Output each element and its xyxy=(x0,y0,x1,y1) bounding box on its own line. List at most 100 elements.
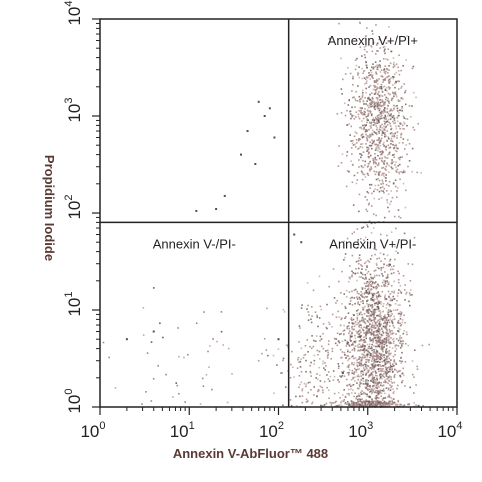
scatter-point xyxy=(349,72,352,75)
scatter-point xyxy=(388,404,391,407)
scatter-point xyxy=(382,388,385,390)
scatter-point xyxy=(358,375,360,378)
x-tick-label: 104 xyxy=(437,420,462,441)
scatter-point xyxy=(391,299,394,302)
scatter-point xyxy=(377,326,380,329)
scatter-point xyxy=(332,379,335,381)
scatter-point xyxy=(389,368,391,371)
scatter-point xyxy=(411,360,414,362)
scatter-point xyxy=(282,404,284,407)
scatter-point xyxy=(399,335,401,337)
scatter-point xyxy=(318,366,320,369)
scatter-point xyxy=(379,367,382,370)
scatter-point xyxy=(399,123,402,125)
scatter-point xyxy=(316,314,318,317)
scatter-point xyxy=(352,401,355,403)
scatter-point xyxy=(374,355,377,358)
scatter-point xyxy=(348,291,351,293)
scatter-point xyxy=(301,304,303,306)
scatter-point xyxy=(378,38,381,41)
scatter-point xyxy=(393,265,395,267)
quadrant-label-lower-left: Annexin V-/PI- xyxy=(153,236,236,251)
scatter-point xyxy=(366,382,369,385)
scatter-point xyxy=(373,358,376,361)
scatter-point xyxy=(379,87,382,90)
y-axis-title: Propidium Iodide xyxy=(42,155,57,261)
scatter-point xyxy=(362,404,365,407)
scatter-point xyxy=(373,378,375,381)
scatter-point xyxy=(380,87,383,90)
scatter-point xyxy=(384,282,387,284)
scatter-point xyxy=(369,160,371,163)
scatter-point xyxy=(371,192,373,195)
scatter-point xyxy=(370,363,373,366)
scatter-point xyxy=(361,77,364,80)
scatter-point xyxy=(337,310,339,313)
scatter-point xyxy=(376,189,379,191)
scatter-point xyxy=(377,337,379,340)
scatter-point xyxy=(374,143,376,146)
scatter-point xyxy=(379,139,382,141)
scatter-point xyxy=(349,330,351,333)
scatter-point xyxy=(386,324,388,326)
scatter-point xyxy=(387,395,389,398)
scatter-point xyxy=(354,143,356,146)
scatter-point xyxy=(385,368,388,371)
scatter-point xyxy=(382,397,385,399)
scatter-point xyxy=(365,383,368,386)
scatter-point xyxy=(321,386,323,389)
scatter-point xyxy=(397,270,399,273)
scatter-point xyxy=(301,388,304,390)
scatter-point xyxy=(376,120,378,123)
scatter-point xyxy=(389,361,391,364)
scatter-point xyxy=(376,368,379,371)
scatter-point xyxy=(365,124,367,126)
scatter-point xyxy=(365,398,368,401)
scatter-point xyxy=(361,96,363,99)
scatter-point xyxy=(318,275,321,278)
scatter-point xyxy=(392,318,394,321)
scatter-point xyxy=(381,389,383,392)
scatter-point xyxy=(392,84,394,86)
scatter-point xyxy=(360,109,363,112)
scatter-point xyxy=(386,189,388,192)
scatter-point xyxy=(364,111,367,113)
scatter-point xyxy=(366,356,369,358)
scatter-point xyxy=(393,107,395,110)
scatter-point xyxy=(369,315,371,317)
scatter-point xyxy=(397,281,400,284)
scatter-point xyxy=(368,328,371,330)
scatter-point xyxy=(377,364,380,366)
scatter-point xyxy=(402,374,405,377)
scatter-point xyxy=(383,360,386,363)
scatter-point xyxy=(371,324,373,326)
scatter-point xyxy=(344,402,347,404)
scatter-point xyxy=(369,169,371,172)
scatter-point xyxy=(379,99,381,101)
scatter-point xyxy=(376,356,379,359)
scatter-point xyxy=(387,137,390,140)
scatter-point xyxy=(377,106,380,109)
scatter-point xyxy=(391,338,394,341)
scatter-point xyxy=(313,339,315,342)
scatter-point xyxy=(375,24,377,26)
scatter-point xyxy=(376,128,378,131)
scatter-point xyxy=(417,404,420,407)
scatter-point xyxy=(370,289,373,291)
scatter-point xyxy=(386,313,389,315)
scatter-point xyxy=(383,354,386,357)
scatter-point xyxy=(373,124,375,126)
scatter-point xyxy=(380,197,383,199)
scatter-point xyxy=(377,307,380,310)
scatter-point xyxy=(311,335,313,337)
scatter-point xyxy=(383,364,386,367)
scatter-point xyxy=(379,318,381,321)
scatter-point xyxy=(348,303,351,305)
scatter-point xyxy=(349,134,351,136)
scatter-point xyxy=(364,387,367,389)
scatter-point xyxy=(383,128,385,131)
scatter-point xyxy=(329,401,332,404)
scatter-point xyxy=(366,224,368,226)
scatter-point xyxy=(379,405,382,407)
scatter-point xyxy=(385,318,387,320)
